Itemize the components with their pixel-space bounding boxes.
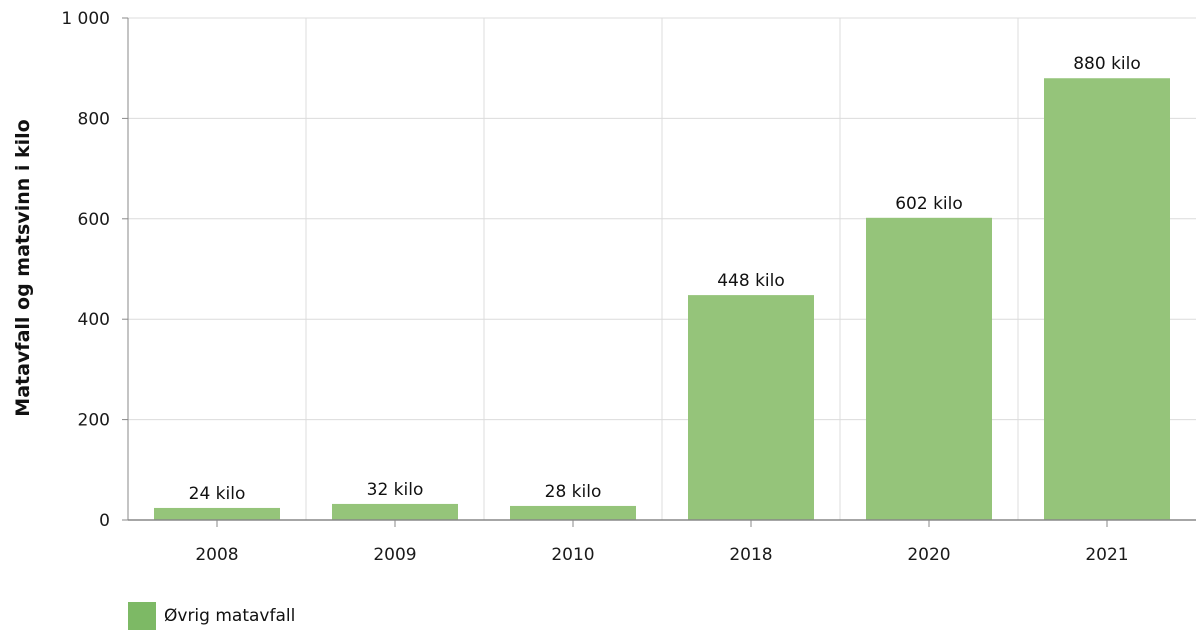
y-tick-label: 1 000 xyxy=(61,9,110,29)
grid-lines xyxy=(128,17,1196,520)
bar-2018 xyxy=(688,295,814,520)
bar-2009 xyxy=(332,503,458,520)
data-labels: 24 kilo 32 kilo 28 kilo 448 kilo 602 kilo 880… xyxy=(189,54,1141,504)
y-tick-label: 800 xyxy=(78,109,110,129)
bar-2020 xyxy=(866,217,992,520)
legend-swatch xyxy=(128,602,156,630)
bar-2021 xyxy=(1044,78,1170,521)
data-label-2009: 32 kilo xyxy=(367,480,424,500)
x-tick-label-2010: 2010 xyxy=(551,545,594,565)
y-tick-label: 0 xyxy=(99,511,110,531)
x-tick-label-2021: 2021 xyxy=(1085,545,1128,565)
data-label-2021: 880 kilo xyxy=(1073,54,1141,74)
data-label-2018: 448 kilo xyxy=(717,271,785,291)
axes xyxy=(122,17,1196,527)
legend: Øvrig matavfall xyxy=(128,600,295,632)
x-tick-label-2018: 2018 xyxy=(729,545,772,565)
tick-labels: 0 200 400 600 800 1 000 2008 2009 2010 2018 2020 20… xyxy=(61,9,1128,565)
bar-chart: 0 200 400 600 800 1 000 2008 2009 2010 2018 2020 20… xyxy=(12,9,1196,565)
data-label-2008: 24 kilo xyxy=(189,484,246,504)
x-tick-label-2009: 2009 xyxy=(373,545,416,565)
x-tick-label-2008: 2008 xyxy=(195,545,238,565)
bars xyxy=(154,78,1170,521)
y-tick-label: 600 xyxy=(78,210,110,230)
data-label-2010: 28 kilo xyxy=(545,482,602,502)
data-label-2020: 602 kilo xyxy=(895,194,963,214)
y-tick-label: 400 xyxy=(78,310,110,330)
legend-label: Øvrig matavfall xyxy=(164,606,296,626)
y-axis-label: Matavfall og matsvinn i kilo xyxy=(12,119,34,416)
y-tick-label: 200 xyxy=(78,411,110,431)
bar-2008 xyxy=(154,507,280,520)
bar-2010 xyxy=(510,505,636,520)
x-tick-label-2020: 2020 xyxy=(907,545,950,565)
